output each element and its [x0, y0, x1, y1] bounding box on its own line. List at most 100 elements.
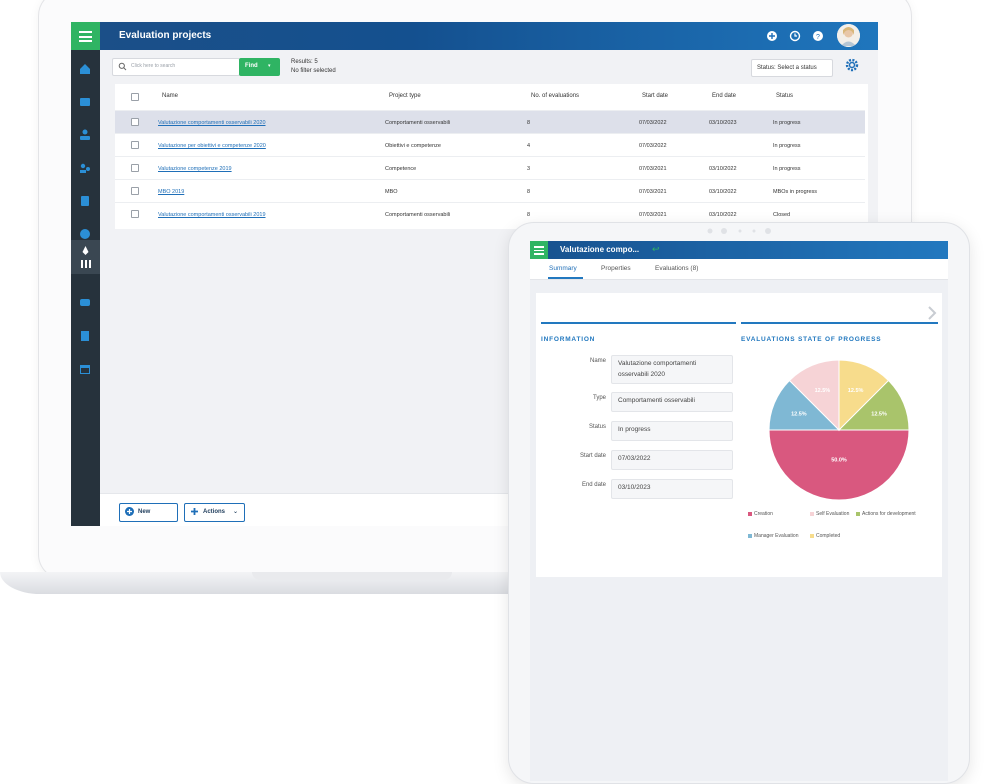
results-summary: Results: 5 No filter selected [291, 58, 336, 76]
status-select[interactable]: Status: Select a status [751, 59, 833, 77]
calendar-icon[interactable] [78, 362, 92, 376]
org-chart-icon[interactable] [78, 128, 92, 142]
project-name-link[interactable]: Valutazione per obiettivi e competenze 2… [158, 143, 266, 149]
search-placeholder: Click here to search [131, 63, 176, 69]
tab-evaluations[interactable]: Evaluations (8) [655, 265, 699, 272]
row-checkbox[interactable] [131, 210, 139, 218]
clock-icon[interactable] [789, 29, 801, 42]
hamburger-icon [534, 246, 544, 257]
legend-swatch [748, 511, 752, 516]
tab-summary[interactable]: Summary [549, 265, 577, 272]
column-header[interactable]: Status [776, 93, 794, 99]
project-type: MBO [385, 189, 398, 195]
column-header[interactable]: No. of evaluations [531, 93, 580, 99]
chevron-down-icon: ▾ [268, 63, 271, 69]
chat-icon[interactable] [78, 296, 92, 310]
pie-label: 12.5% [791, 411, 807, 417]
evaluation-nav-active[interactable] [71, 240, 100, 274]
project-name-link[interactable]: MBO 2019 [158, 189, 185, 195]
project-name-link[interactable]: Valutazione comportamenti osservabili 20… [158, 212, 266, 218]
evaluation-count: 4 [527, 143, 531, 149]
search-input[interactable]: Click here to search [112, 58, 240, 76]
summary-card: INFORMATION EVALUATIONS STATE OF PROGRES… [536, 293, 942, 577]
project-type: Comportamenti osservabili [385, 120, 451, 126]
legend-item: Manager Evaluation [748, 533, 798, 539]
actions-button[interactable]: Actions ⌄ [184, 503, 245, 522]
pie-label: 12.5% [848, 388, 864, 394]
row-checkbox[interactable] [131, 187, 139, 195]
field-label: Start date [579, 453, 606, 459]
projects-table: Name Project type No. of evaluations Sta… [115, 84, 868, 229]
table-row[interactable]: Valutazione per obiettivi e competenze 2… [115, 133, 865, 157]
id-card-icon[interactable] [78, 95, 92, 109]
evaluation-count: 3 [527, 166, 531, 172]
pie-slice-creation[interactable] [768, 429, 910, 501]
end-date: 03/10/2022 [709, 189, 737, 195]
find-button[interactable]: Find ▾ [239, 58, 280, 76]
column-header[interactable]: Name [162, 93, 179, 99]
project-name-link[interactable]: Valutazione comportamenti osservabili 20… [158, 120, 266, 126]
add-icon[interactable] [766, 29, 778, 41]
table-row[interactable]: Valutazione comportamenti osservabili 20… [115, 202, 865, 226]
table-row[interactable]: MBO 2019 MBO 8 07/03/2021 03/10/2022 MBO… [115, 179, 865, 203]
menu-button[interactable] [71, 22, 100, 50]
filter-status: No filter selected [291, 68, 336, 74]
document-icon[interactable] [78, 194, 92, 208]
row-checkbox[interactable] [131, 141, 139, 149]
column-header[interactable]: End date [712, 93, 737, 99]
start-date: 07/03/2022 [639, 143, 667, 149]
tab-bar: Summary Properties Evaluations (8) [530, 259, 948, 280]
progress-pie-chart: 50.0% 12.5% 12.5% 12.5% 12.5% [768, 359, 910, 501]
field-label: Type [592, 395, 606, 401]
project-status: Closed [773, 212, 791, 218]
row-checkbox[interactable] [131, 118, 139, 126]
column-header[interactable]: Start date [642, 93, 669, 99]
active-tab-indicator [548, 277, 583, 279]
back-arrow-icon[interactable]: ↩ [652, 244, 660, 254]
legend-swatch [810, 511, 814, 516]
pie-label: 12.5% [815, 388, 831, 394]
people-icon[interactable] [78, 161, 92, 175]
project-type: Obiettivi e competenze [385, 143, 441, 149]
section-divider [541, 322, 736, 324]
project-name-link[interactable]: Valutazione competenze 2019 [158, 166, 232, 172]
help-icon[interactable]: ? [812, 29, 824, 41]
table-row[interactable]: Valutazione competenze 2019 Competence 3… [115, 156, 865, 180]
section-divider [741, 322, 938, 324]
legend-swatch [748, 533, 752, 538]
laptop-base [0, 572, 1000, 602]
type-field: Comportamenti osservabili [611, 392, 733, 412]
sidebar [71, 22, 100, 526]
project-status: MBOs in progress [773, 189, 818, 195]
chevron-right-icon[interactable] [925, 303, 939, 323]
evaluation-count: 8 [527, 212, 531, 218]
pie-slice-actions-for-development[interactable] [837, 379, 910, 431]
tab-properties[interactable]: Properties [601, 265, 631, 272]
chevron-down-icon: ⌄ [233, 509, 239, 515]
start-date: 07/03/2021 [639, 189, 667, 195]
project-title: Valutazione compo... [560, 245, 640, 254]
globe-icon[interactable] [78, 227, 92, 241]
search-icon [118, 62, 127, 71]
pie-label: 12.5% [871, 411, 887, 417]
status-field: In progress [611, 421, 733, 441]
project-status: In progress [773, 120, 801, 126]
gear-icon[interactable] [845, 58, 859, 72]
table-row[interactable]: Valutazione comportamenti osservabili 20… [115, 110, 865, 134]
edit-icon[interactable] [78, 329, 92, 343]
camera-dots [707, 228, 771, 234]
project-type: Competence [385, 166, 417, 172]
legend-item: Completed [810, 533, 840, 539]
user-avatar[interactable] [837, 24, 860, 47]
name-field: Valutazione comportamenti osservabili 20… [611, 355, 733, 384]
start-date: 07/03/2021 [639, 212, 667, 218]
new-button[interactable]: New [119, 503, 178, 522]
row-checkbox[interactable] [131, 164, 139, 172]
column-header[interactable]: Project type [389, 93, 421, 99]
information-title: INFORMATION [541, 336, 596, 343]
select-all-checkbox[interactable] [131, 93, 139, 101]
menu-button[interactable] [530, 241, 548, 259]
end-date-field: 03/10/2023 [611, 479, 733, 499]
legend-swatch [856, 511, 860, 516]
home-icon[interactable] [78, 62, 92, 76]
